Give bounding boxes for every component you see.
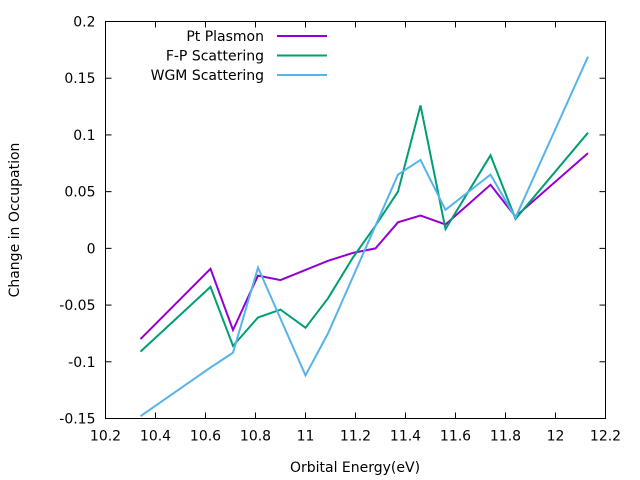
legend-label-1: F-P Scattering (166, 49, 264, 65)
series-layer (139, 56, 589, 418)
y-tick-label: -0.1 (68, 355, 95, 371)
x-axis-title: Orbital Energy(eV) (290, 460, 420, 476)
legend-label-0: Pt Plasmon (186, 29, 264, 45)
x-tick-label: 11.6 (440, 429, 471, 445)
series-line-2 (139, 56, 589, 418)
x-tick-label: 11.4 (390, 429, 421, 445)
y-tick-label: -0.15 (59, 412, 95, 428)
x-tick-label: 11.2 (340, 429, 371, 445)
y-axis-ticks: -0.15 -0.1 -0.05 0 0.05 0.1 0.15 0.2 (59, 15, 606, 428)
y-tick-label: 0.15 (64, 71, 95, 87)
x-tick-label: 11 (297, 429, 315, 445)
x-tick-label: 10.2 (90, 429, 121, 445)
y-tick-label: 0 (87, 241, 96, 257)
x-tick-label: 10.8 (240, 429, 271, 445)
legend: Pt Plasmon F-P Scattering WGM Scattering (151, 29, 327, 84)
x-tick-label: 12.2 (590, 429, 621, 445)
y-axis-title: Change in Occupation (7, 143, 23, 298)
y-tick-label: 0.05 (64, 185, 95, 201)
x-tick-label: 10.4 (140, 429, 171, 445)
x-axis-ticks: 10.2 10.4 10.6 10.8 11 11.2 11.4 11.6 11.8 12 12.2 (90, 21, 621, 445)
series-line-0 (139, 152, 589, 340)
y-tick-label: -0.05 (59, 298, 95, 314)
y-tick-label: 0.2 (73, 15, 95, 31)
y-tick-label: 0.1 (73, 128, 95, 144)
x-tick-label: 11.8 (490, 429, 521, 445)
x-tick-label: 10.6 (190, 429, 221, 445)
x-tick-label: 12 (547, 429, 565, 445)
legend-label-2: WGM Scattering (151, 68, 264, 84)
series-line-1 (139, 105, 589, 353)
